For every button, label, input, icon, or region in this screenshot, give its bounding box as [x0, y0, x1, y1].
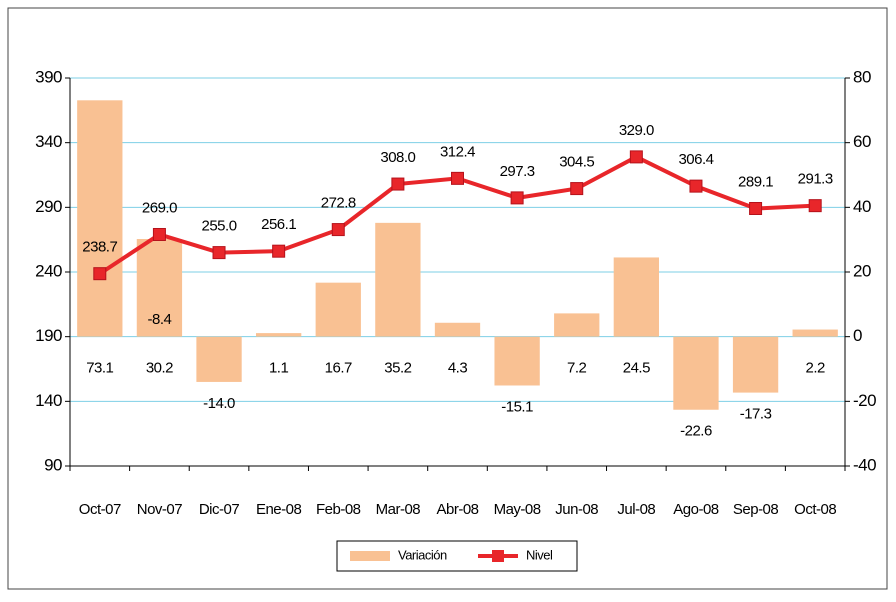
- x-tick-label: Ene-08: [256, 501, 302, 518]
- data-label: 269.0: [142, 199, 177, 216]
- data-label: 272.8: [321, 195, 356, 212]
- legend-swatch: [350, 551, 390, 561]
- marker: [510, 191, 524, 205]
- x-tick-label: Sep-08: [733, 501, 779, 518]
- marker: [689, 179, 703, 193]
- data-label: 308.0: [380, 149, 415, 166]
- marker: [212, 246, 226, 260]
- bar: [136, 239, 183, 337]
- data-label: 255.0: [202, 218, 237, 235]
- x-tick-label: Abr-08: [436, 501, 478, 518]
- x-tick-label: Oct-08: [794, 501, 836, 518]
- y2-tick-label: 0: [853, 326, 862, 345]
- y-tick-label: 140: [35, 391, 62, 410]
- data-label: 7.2: [567, 360, 587, 377]
- x-tick-label: Nov-07: [137, 501, 183, 518]
- bar: [792, 329, 838, 337]
- marker: [570, 182, 584, 196]
- x-tick-label: May-08: [494, 501, 541, 518]
- x-tick-label: Jul-08: [617, 501, 655, 518]
- y-tick-label: 390: [35, 67, 62, 86]
- data-label: -17.3: [740, 406, 772, 423]
- y2-tick-label: 40: [853, 197, 871, 216]
- bar: [732, 336, 779, 393]
- bar: [673, 336, 719, 410]
- y-tick-label: 190: [35, 326, 62, 345]
- y-tick-label: 290: [35, 197, 62, 216]
- data-label: -14.0: [203, 395, 235, 412]
- marker: [152, 227, 166, 241]
- bar: [613, 257, 659, 337]
- data-label: -15.1: [501, 398, 533, 415]
- x-tick-label: Ago-08: [673, 501, 719, 518]
- data-label: 238.7: [82, 239, 117, 256]
- bar: [196, 336, 242, 382]
- marker: [629, 150, 643, 164]
- marker: [93, 267, 107, 281]
- data-label: 304.5: [559, 154, 594, 171]
- data-label: 30.2: [146, 360, 173, 377]
- data-label: 1.1: [269, 360, 289, 377]
- y2-tick-label: -40: [853, 455, 876, 474]
- data-label: 16.7: [325, 360, 352, 377]
- bar: [494, 336, 540, 386]
- x-tick-label: Oct-07: [79, 501, 121, 518]
- marker: [331, 223, 345, 237]
- bar: [554, 313, 600, 337]
- marker: [749, 201, 763, 215]
- data-label: 73.1: [86, 360, 113, 377]
- data-label: 312.4: [440, 143, 475, 160]
- annotation: -8.4: [147, 311, 171, 328]
- y2-tick-label: 60: [853, 132, 871, 151]
- data-label: 289.1: [738, 173, 773, 190]
- bar: [375, 222, 421, 337]
- y2-tick-label: 80: [853, 67, 871, 86]
- y2-tick-label: 20: [853, 261, 871, 280]
- legend-marker: [492, 550, 504, 562]
- legend-label: Variación: [398, 547, 447, 562]
- data-label: 291.3: [798, 171, 833, 188]
- data-label: 24.5: [623, 360, 650, 377]
- y-tick-label: 240: [35, 261, 62, 280]
- data-label: 2.2: [806, 360, 826, 377]
- legend-label: Nivel: [526, 547, 553, 562]
- data-label: 256.1: [261, 216, 296, 233]
- marker: [272, 244, 286, 258]
- x-tick-label: Jun-08: [555, 501, 598, 518]
- bar: [77, 100, 123, 337]
- marker: [808, 199, 822, 213]
- marker: [391, 177, 405, 191]
- data-label: 329.0: [619, 122, 654, 139]
- data-label: 306.4: [678, 151, 713, 168]
- data-label: -22.6: [680, 423, 712, 440]
- marker: [451, 171, 464, 185]
- x-tick-label: Dic-07: [199, 501, 240, 518]
- data-label: 297.3: [500, 163, 535, 180]
- y-tick-label: 90: [44, 455, 62, 474]
- y2-tick-label: -20: [853, 391, 876, 410]
- x-tick-label: Feb-08: [316, 501, 361, 518]
- y-tick-label: 340: [35, 132, 62, 151]
- bar: [256, 333, 302, 337]
- x-tick-label: Mar-08: [376, 501, 421, 518]
- bar: [434, 322, 481, 337]
- bar: [315, 282, 361, 337]
- data-label: 4.3: [448, 360, 468, 377]
- data-label: 35.2: [384, 360, 411, 377]
